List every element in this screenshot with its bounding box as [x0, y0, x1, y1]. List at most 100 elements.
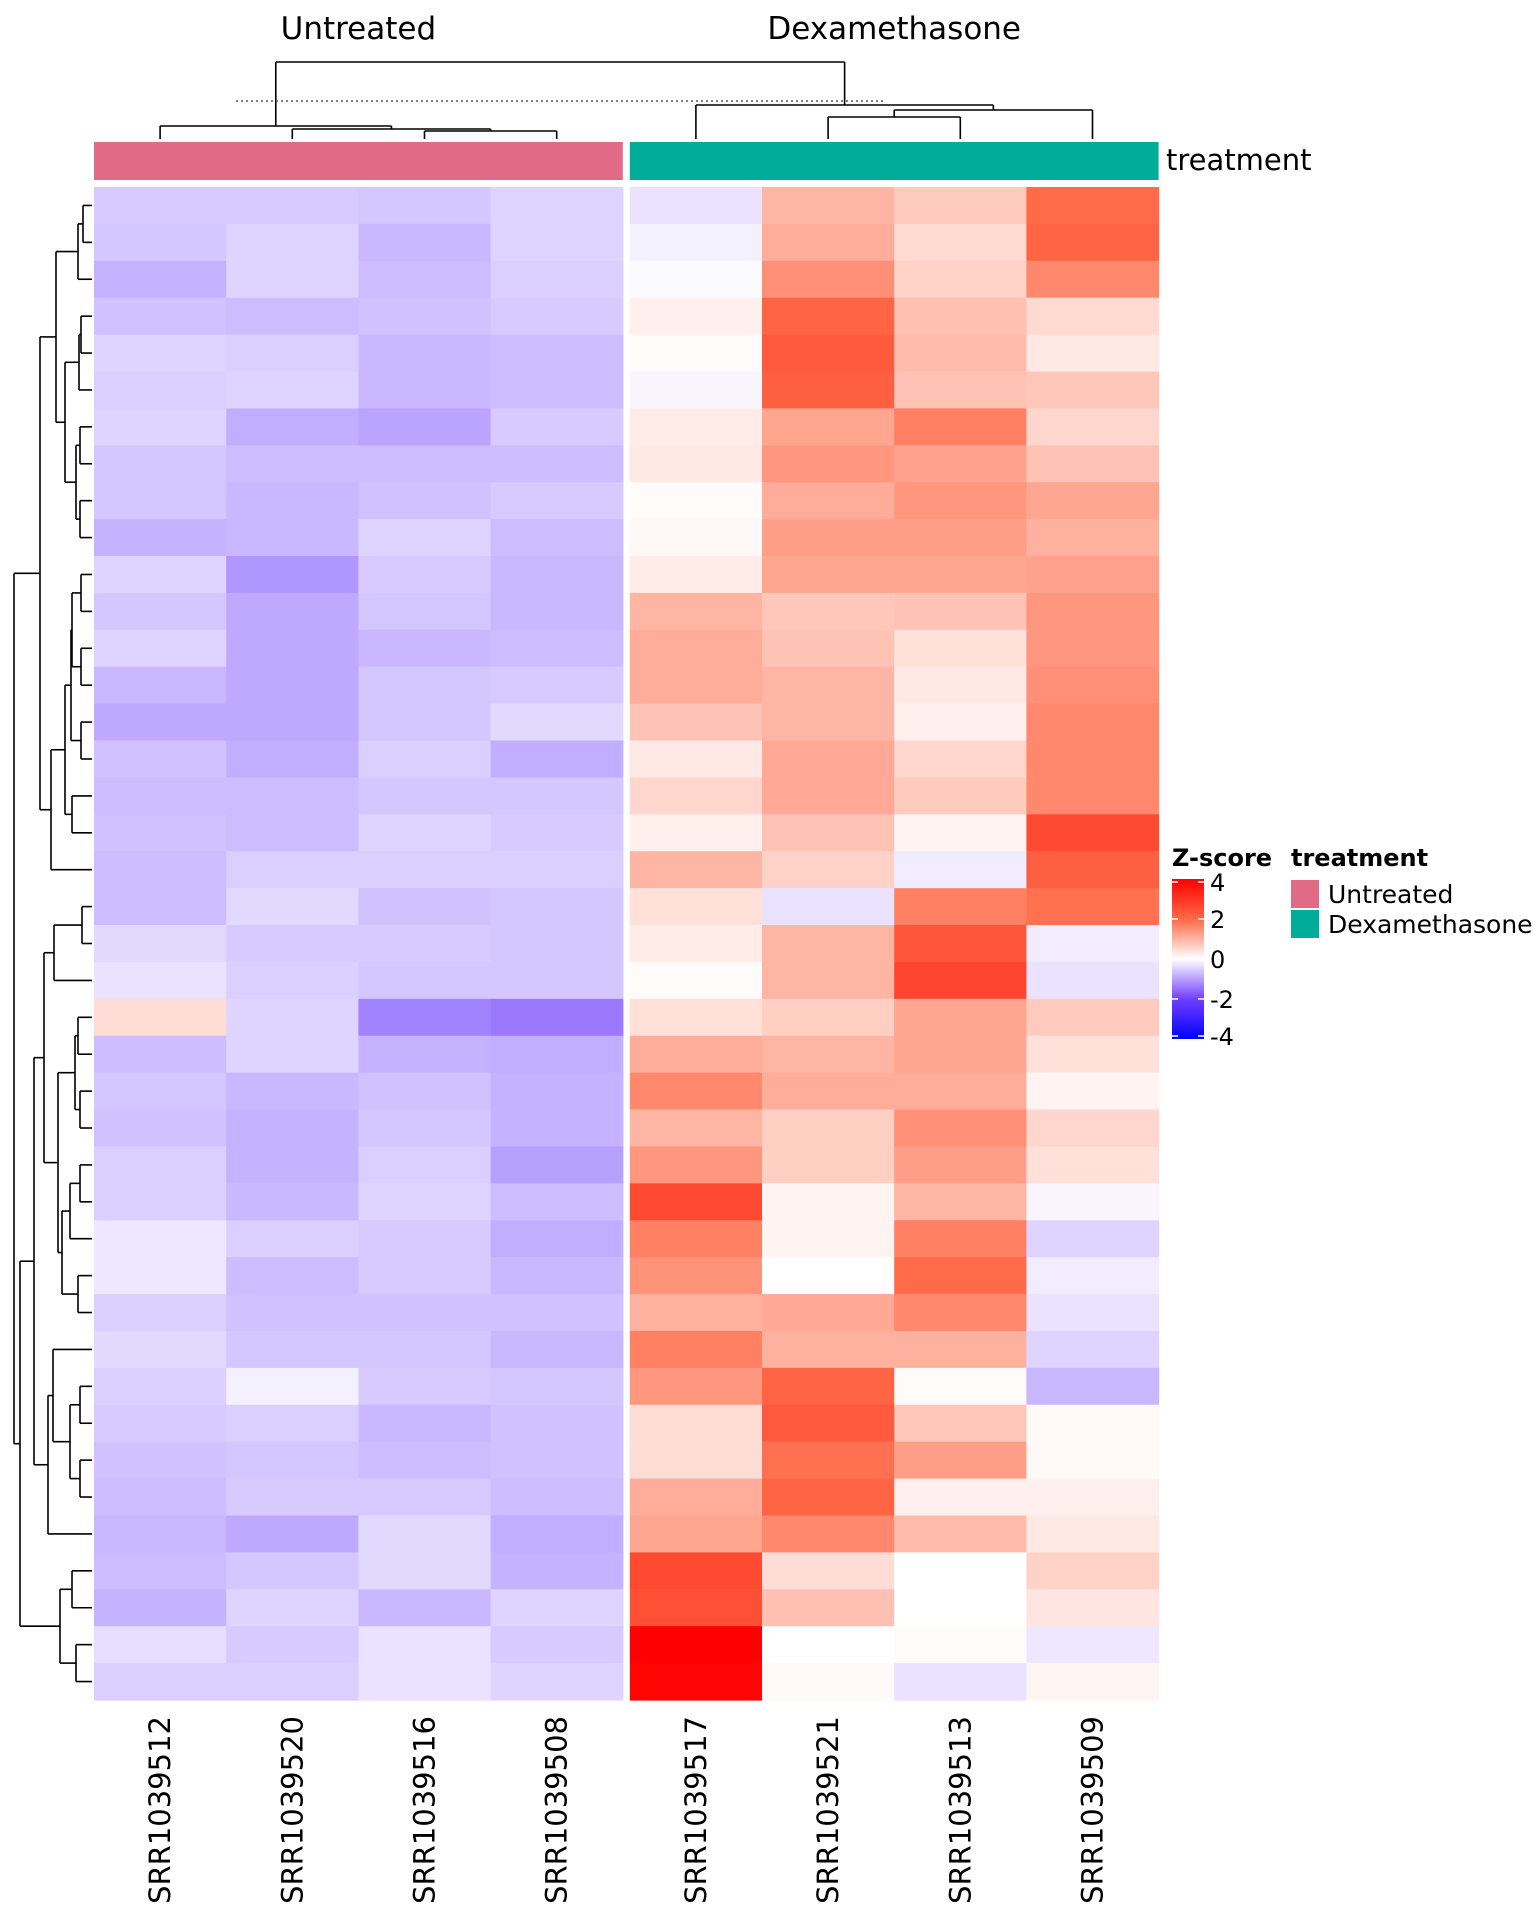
legend-swatch-untreated: [1291, 880, 1319, 908]
heatmap-cell: [629, 703, 763, 742]
heatmap-cell: [226, 1257, 359, 1295]
heatmap-cell: [490, 851, 624, 889]
heatmap-cell: [358, 371, 492, 410]
heatmap-cell: [226, 1404, 359, 1443]
heatmap-cell: [894, 740, 1027, 779]
heatmap-cell: [1026, 260, 1160, 299]
heatmap-cell: [490, 187, 624, 225]
heatmap-cell: [94, 1146, 227, 1184]
heatmap-cell: [629, 1072, 763, 1111]
heatmap-cell: [1026, 297, 1160, 336]
treatment-legend-title: treatment: [1291, 844, 1428, 872]
heatmap-cell: [762, 1589, 895, 1627]
heatmap-cell: [629, 888, 763, 926]
heatmap-cell: [762, 851, 895, 889]
heatmap-cell: [358, 223, 492, 262]
heatmap-cell: [358, 814, 492, 852]
heatmap-cell: [358, 666, 492, 705]
heatmap-cell: [762, 1146, 895, 1184]
heatmap-cell: [1026, 998, 1160, 1037]
column-label: SRR1039513: [943, 1716, 977, 1904]
heatmap-cell: [762, 260, 895, 299]
heatmap-cell: [358, 740, 492, 779]
heatmap-cell: [94, 777, 227, 815]
heatmap-cell: [358, 1330, 492, 1369]
heatmap-cell: [226, 1294, 359, 1332]
heatmap-cell: [762, 777, 895, 815]
heatmap-cell: [894, 445, 1027, 483]
heatmap-cell: [629, 1330, 763, 1369]
heatmap-cell: [1026, 223, 1160, 262]
heatmap-cell: [629, 482, 763, 520]
heatmap-cell: [358, 1109, 492, 1148]
heatmap-cell: [490, 445, 624, 483]
heatmap-cell: [629, 223, 763, 262]
heatmap-cell: [94, 1626, 227, 1664]
heatmap-cell: [358, 1220, 492, 1258]
heatmap-cell: [629, 1035, 763, 1074]
heatmap-cell: [629, 1589, 763, 1627]
heatmap-cell: [490, 408, 624, 446]
heatmap-cell: [894, 1478, 1027, 1517]
heatmap-cell: [629, 371, 763, 410]
heatmap-cell: [226, 519, 359, 557]
heatmap-cell: [226, 1626, 359, 1664]
heatmap-cell: [629, 1367, 763, 1406]
heatmap-cell: [762, 1220, 895, 1258]
heatmap-cell: [226, 445, 359, 483]
column-label: SRR1039520: [275, 1716, 309, 1904]
heatmap-cell: [629, 1294, 763, 1332]
heatmap-cell: [894, 666, 1027, 705]
heatmap-cell: [894, 260, 1027, 299]
heatmap-cell: [490, 740, 624, 779]
heatmap-cell: [490, 1220, 624, 1258]
heatmap-cell: [1026, 408, 1160, 446]
heatmap-cell: [94, 1183, 227, 1221]
column-label: SRR1039516: [408, 1716, 442, 1904]
heatmap-cell: [358, 998, 492, 1037]
heatmap-cell: [358, 1404, 492, 1443]
heatmap-cell: [490, 925, 624, 963]
heatmap-cell: [894, 334, 1027, 373]
heatmap-cell: [762, 445, 895, 483]
heatmap-cell: [94, 998, 227, 1037]
heatmap-cell: [94, 519, 227, 557]
heatmap-cell: [94, 851, 227, 889]
heatmap-cell: [226, 556, 359, 594]
heatmap-cell: [1026, 187, 1160, 225]
annotation-title: treatment: [1166, 143, 1311, 177]
heatmap-cell: [94, 740, 227, 779]
heatmap-cell: [490, 297, 624, 336]
heatmap-cell: [94, 223, 227, 262]
heatmap-cell: [1026, 519, 1160, 557]
heatmap-cell: [490, 223, 624, 262]
heatmap-cell: [358, 482, 492, 520]
heatmap-cell: [94, 408, 227, 446]
heatmap-cell: [629, 1515, 763, 1553]
heatmap-cell: [358, 1294, 492, 1332]
heatmap-cell: [94, 1109, 227, 1148]
heatmap-cell: [226, 1441, 359, 1480]
heatmap-cell: [894, 1663, 1027, 1701]
heatmap-cell: [490, 334, 624, 373]
heatmap-cell: [894, 1441, 1027, 1480]
heatmap-cell: [226, 297, 359, 336]
heatmap-cell: [894, 1072, 1027, 1111]
heatmap-cell: [1026, 703, 1160, 742]
heatmap-cell: [762, 1294, 895, 1332]
legend: Z-score treatment 4 2 0 -2 -4 UntreatedDexam…: [1172, 844, 1533, 1051]
heatmap-cell: [1026, 445, 1160, 483]
heatmap-cell: [490, 1478, 624, 1517]
heatmap-cell: [94, 1441, 227, 1480]
heatmap-cell: [490, 1072, 624, 1111]
heatmap-cell: [894, 925, 1027, 963]
heatmap-cell: [629, 1146, 763, 1184]
heatmap-cell: [629, 445, 763, 483]
heatmap-cell: [94, 1404, 227, 1443]
heatmap-cell: [1026, 1404, 1160, 1443]
heatmap-cell: [94, 1515, 227, 1553]
heatmap-cell: [894, 998, 1027, 1037]
heatmap-cell: [490, 1330, 624, 1369]
heatmap-cell: [94, 187, 227, 225]
column-split-title: Dexamethasone: [767, 11, 1021, 47]
